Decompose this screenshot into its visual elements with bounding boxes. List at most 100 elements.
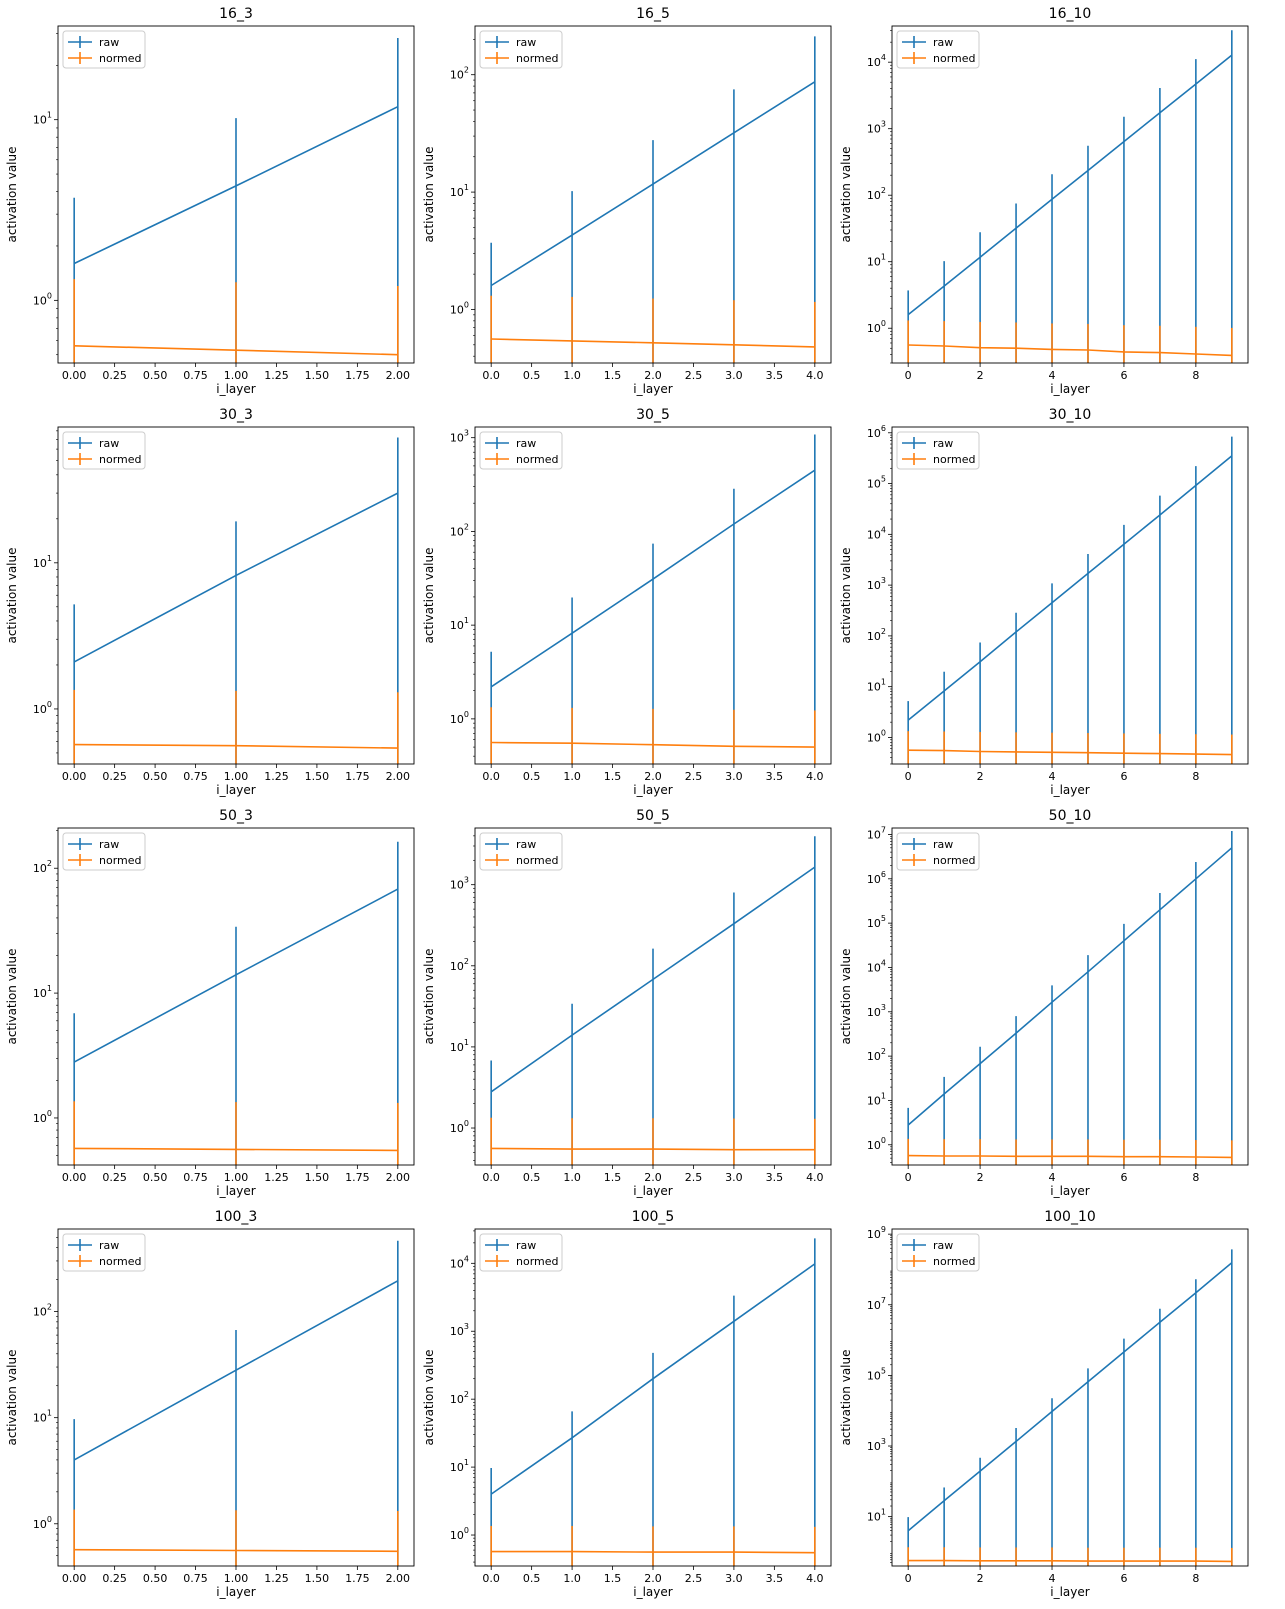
- y-tick-label: 104: [450, 1254, 469, 1270]
- legend-label-normed: normed: [933, 1255, 976, 1268]
- x-tick-label: 1.25: [264, 1572, 289, 1585]
- y-tick-label: 101: [450, 1458, 469, 1474]
- y-tick-exponent: 3: [881, 120, 886, 129]
- y-tick-exponent: 0: [47, 1515, 52, 1524]
- y-tick-base: 10: [867, 579, 881, 592]
- x-axis-label: i_layer: [1050, 1585, 1090, 1599]
- x-tick-label: 1.5: [604, 770, 622, 783]
- line-raw: [73, 1280, 399, 1461]
- y-tick-exponent: 6: [881, 424, 886, 433]
- y-tick-label: 100: [867, 728, 886, 744]
- y-tick-exponent: 4: [464, 1254, 469, 1263]
- plot-area: [907, 1249, 1233, 1566]
- y-tick-label: 100: [867, 319, 886, 335]
- y-tick-base: 10: [450, 303, 464, 316]
- y-tick-label: 107: [867, 1296, 886, 1312]
- x-tick-label: 1.5: [604, 1171, 622, 1184]
- y-tick-label: 103: [450, 1322, 469, 1338]
- x-tick-label: 1.50: [305, 369, 330, 382]
- x-tick-label: 1.75: [345, 770, 370, 783]
- line-normed: [74, 743, 398, 749]
- x-tick-label: 2.0: [644, 770, 662, 783]
- x-axis-label: i_layer: [633, 382, 673, 396]
- x-tick-label: 8: [1192, 369, 1199, 382]
- x-tick-label: 1.75: [345, 1171, 370, 1184]
- x-tick-label: 3.5: [766, 1572, 784, 1585]
- legend: raw normed: [479, 30, 563, 69]
- x-tick-label: 0.75: [183, 1171, 208, 1184]
- y-tick-base: 10: [33, 114, 47, 127]
- y-tick-base: 10: [450, 619, 464, 632]
- y-tick-base: 10: [867, 873, 881, 886]
- y-tick-label: 103: [450, 876, 469, 892]
- plot-area: [73, 1240, 399, 1566]
- y-tick-label: 102: [450, 1390, 469, 1406]
- series-normed: [490, 295, 816, 363]
- y-tick-label: 101: [450, 1038, 469, 1054]
- series-normed: [73, 1509, 399, 1566]
- y-tick-exponent: 0: [464, 710, 469, 719]
- y-tick-label: 101: [867, 1508, 886, 1524]
- legend-label-normed: normed: [99, 1255, 142, 1268]
- y-tick-exponent: 1: [464, 183, 469, 192]
- y-tick-base: 10: [867, 1094, 881, 1107]
- line-normed: [74, 1147, 398, 1152]
- legend: raw normed: [62, 1233, 146, 1272]
- y-tick-base: 10: [450, 69, 464, 82]
- y-axis-label: activation value: [5, 1349, 19, 1445]
- x-axis-label: i_layer: [216, 783, 256, 797]
- y-tick-exponent: 5: [881, 475, 886, 484]
- x-tick-label: 6: [1120, 1171, 1127, 1184]
- x-tick-label: 0: [905, 1171, 912, 1184]
- y-tick-label: 102: [450, 957, 469, 973]
- line-normed: [908, 1559, 1232, 1563]
- x-tick-label: 1.75: [345, 369, 370, 382]
- y-tick-exponent: 2: [881, 627, 886, 636]
- subplot-title: 16_3: [219, 6, 253, 22]
- y-tick-exponent: 0: [47, 1109, 52, 1118]
- x-tick-label: 8: [1192, 770, 1199, 783]
- y-tick-base: 10: [450, 1041, 464, 1054]
- x-axis-label: i_layer: [1050, 1184, 1090, 1198]
- legend-label-raw: raw: [933, 1239, 953, 1252]
- x-tick-label: 0.50: [143, 1572, 168, 1585]
- x-tick-label: 0.00: [62, 1572, 87, 1585]
- x-tick-label: 3.5: [766, 1171, 784, 1184]
- y-tick-base: 10: [33, 987, 47, 1000]
- axes-frame: [891, 827, 1249, 1166]
- legend: raw normed: [62, 30, 146, 69]
- subplot-title: 30_5: [636, 407, 670, 423]
- y-tick-label: 100: [867, 1136, 886, 1152]
- y-tick-base: 10: [33, 862, 47, 875]
- subplot-30_10: 30_100 2 4 6 8100101102103104105106i_layerac…: [839, 407, 1249, 797]
- x-axis-label: i_layer: [216, 382, 256, 396]
- line-raw: [73, 888, 399, 1063]
- y-tick-label: 101: [867, 1091, 886, 1107]
- series-normed: [490, 707, 816, 764]
- y-tick-label: 105: [867, 914, 886, 930]
- series-normed: [907, 731, 1233, 764]
- legend-label-raw: raw: [516, 437, 536, 450]
- x-tick-label: 1.25: [264, 1171, 289, 1184]
- y-tick-base: 10: [867, 478, 881, 491]
- x-tick-label: 1.5: [604, 369, 622, 382]
- x-tick-label: 1.0: [563, 369, 581, 382]
- y-tick-base: 10: [867, 681, 881, 694]
- y-tick-base: 10: [33, 1412, 47, 1425]
- axes-frame: [891, 426, 1249, 765]
- y-tick-base: 10: [450, 1122, 464, 1135]
- y-tick-base: 10: [867, 1228, 881, 1241]
- legend-label-normed: normed: [516, 1255, 559, 1268]
- series-normed: [73, 279, 399, 363]
- line-raw: [907, 847, 1233, 1126]
- y-axis-label: activation value: [839, 146, 853, 242]
- subplot-16_10: 16_100 2 4 6 8100101102103104i_layeractivati…: [839, 6, 1249, 396]
- subplot-title: 16_10: [1049, 6, 1092, 22]
- series-raw: [907, 436, 1233, 764]
- x-tick-label: 2.0: [644, 1171, 662, 1184]
- y-tick-base: 10: [867, 630, 881, 643]
- x-tick-label: 0: [905, 1572, 912, 1585]
- y-tick-base: 10: [867, 427, 881, 440]
- subplot-title: 50_5: [636, 808, 670, 824]
- x-tick-label: 2.5: [685, 770, 703, 783]
